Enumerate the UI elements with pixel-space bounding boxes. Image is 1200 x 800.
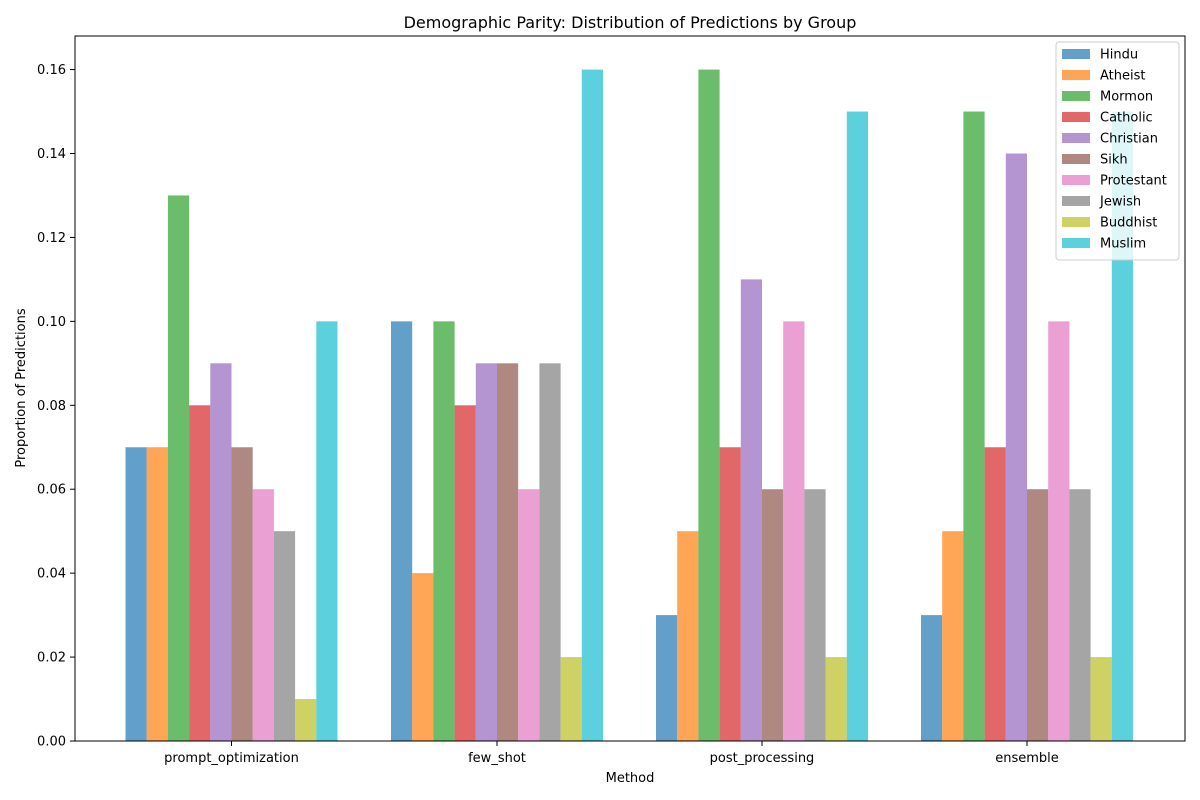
bar-atheist-prompt_optimization xyxy=(146,447,168,741)
chart-title: Demographic Parity: Distribution of Pred… xyxy=(404,13,857,32)
bar-mormon-ensemble xyxy=(963,111,985,742)
bar-muslim-ensemble xyxy=(1111,111,1133,742)
legend-label-atheist: Atheist xyxy=(1100,69,1145,84)
bar-sikh-few_shot xyxy=(497,363,519,741)
bar-sikh-post_processing xyxy=(762,489,784,741)
bar-catholic-few_shot xyxy=(454,405,476,741)
legend-swatch-muslim xyxy=(1062,238,1090,248)
x-tick-label: post_processing xyxy=(710,751,815,766)
bar-jewish-few_shot xyxy=(539,363,561,741)
bar-hindu-prompt_optimization xyxy=(125,447,147,741)
legend-swatch-catholic xyxy=(1062,112,1090,122)
legend-label-protestant: Protestant xyxy=(1100,174,1167,189)
legend-swatch-buddhist xyxy=(1062,217,1090,227)
legend-swatch-atheist xyxy=(1062,70,1090,80)
bar-jewish-post_processing xyxy=(804,489,826,741)
bars-group xyxy=(125,69,1133,742)
x-tick-label: ensemble xyxy=(995,751,1059,766)
legend-label-catholic: Catholic xyxy=(1100,111,1153,126)
legend-swatch-jewish xyxy=(1062,196,1090,206)
bar-hindu-few_shot xyxy=(391,321,413,741)
x-axis-label: Method xyxy=(606,771,655,786)
legend-swatch-christian xyxy=(1062,133,1090,143)
legend-label-christian: Christian xyxy=(1100,132,1158,147)
plot-frame xyxy=(74,35,1186,742)
legend-label-sikh: Sikh xyxy=(1100,153,1128,168)
bar-catholic-prompt_optimization xyxy=(189,405,211,741)
bar-mormon-post_processing xyxy=(698,69,720,741)
y-tick-label: 0.04 xyxy=(37,567,66,582)
bar-hindu-ensemble xyxy=(921,615,943,741)
x-tick-label: prompt_optimization xyxy=(164,751,299,766)
bar-christian-post_processing xyxy=(740,279,762,741)
legend-swatch-sikh xyxy=(1062,154,1090,164)
bar-christian-ensemble xyxy=(1005,153,1027,741)
bar-catholic-ensemble xyxy=(984,447,1006,741)
legend-label-jewish: Jewish xyxy=(1099,195,1141,210)
bar-jewish-prompt_optimization xyxy=(273,531,296,741)
bar-buddhist-ensemble xyxy=(1090,657,1112,741)
bar-muslim-few_shot xyxy=(581,69,603,741)
legend-label-hindu: Hindu xyxy=(1100,48,1138,63)
bar-christian-prompt_optimization xyxy=(210,363,232,741)
bar-catholic-post_processing xyxy=(719,447,741,741)
bar-buddhist-prompt_optimization xyxy=(295,699,317,741)
bar-buddhist-few_shot xyxy=(560,657,582,741)
x-axis: prompt_optimization few_shot post_processi… xyxy=(164,741,1059,766)
legend: Hindu Atheist Mormon Catholic Christian Sikh P… xyxy=(1055,41,1180,261)
x-tick-label: few_shot xyxy=(468,751,526,766)
bar-muslim-post_processing xyxy=(846,111,868,742)
bar-protestant-prompt_optimization xyxy=(252,489,274,741)
bar-muslim-prompt_optimization xyxy=(316,321,338,741)
bar-atheist-ensemble xyxy=(942,531,964,741)
y-tick-label: 0.14 xyxy=(37,147,66,162)
bar-protestant-post_processing xyxy=(783,321,805,741)
y-tick-label: 0.16 xyxy=(37,63,66,78)
bar-sikh-ensemble xyxy=(1027,489,1049,741)
bar-hindu-post_processing xyxy=(656,615,678,741)
bar-mormon-few_shot xyxy=(433,321,455,741)
legend-label-muslim: Muslim xyxy=(1100,237,1146,252)
bar-buddhist-post_processing xyxy=(825,657,847,741)
bar-sikh-prompt_optimization xyxy=(231,447,253,741)
legend-swatch-hindu xyxy=(1062,49,1090,59)
y-tick-label: 0.08 xyxy=(37,399,66,414)
legend-label-buddhist: Buddhist xyxy=(1100,216,1157,231)
y-axis-label: Proportion of Predictions xyxy=(14,308,29,467)
y-axis: 0.00 0.02 0.04 0.06 0.08 0.10 0.12 0.14 0.16 xyxy=(37,63,75,750)
legend-swatch-protestant xyxy=(1062,175,1090,185)
bar-christian-few_shot xyxy=(475,363,497,741)
bar-protestant-few_shot xyxy=(518,489,540,741)
bar-mormon-prompt_optimization xyxy=(167,195,190,741)
y-tick-label: 0.12 xyxy=(37,231,66,246)
y-tick-label: 0.02 xyxy=(37,651,66,666)
bar-protestant-ensemble xyxy=(1048,321,1070,741)
bar-atheist-post_processing xyxy=(677,531,699,741)
legend-label-mormon: Mormon xyxy=(1100,90,1153,105)
y-tick-label: 0.00 xyxy=(37,735,66,750)
y-tick-label: 0.10 xyxy=(37,315,66,330)
legend-swatch-mormon xyxy=(1062,91,1090,101)
bar-atheist-few_shot xyxy=(412,573,434,741)
y-tick-label: 0.06 xyxy=(37,483,66,498)
bar-jewish-ensemble xyxy=(1069,489,1091,741)
